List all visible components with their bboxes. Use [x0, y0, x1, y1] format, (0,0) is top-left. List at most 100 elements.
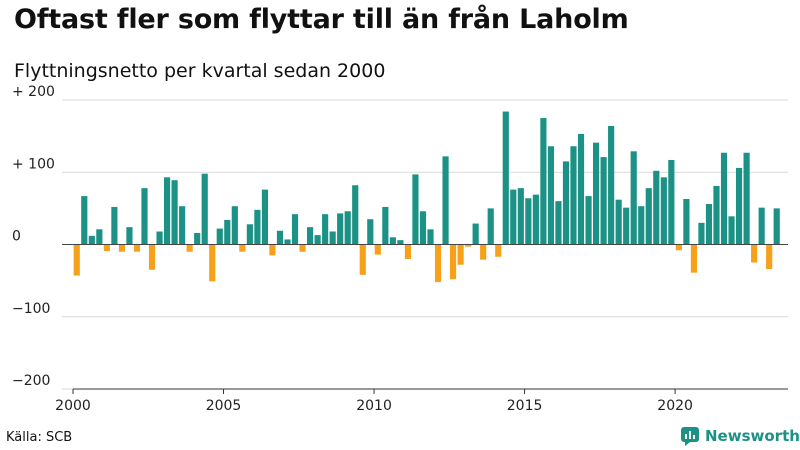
y-tick-label: 0 [12, 229, 21, 245]
bar-2007-q1 [284, 239, 291, 245]
y-tick-label: + 100 [12, 156, 55, 172]
bar-2021-q4 [728, 216, 735, 245]
bar-2006-q2 [261, 189, 269, 245]
bar-2004-q1 [194, 232, 201, 245]
y-axis-tick-labels: + 200 + 100 0 −100 −200 [12, 84, 55, 389]
chart-subtitle: Flyttningsnetto per kvartal sedan 2000 [14, 60, 386, 82]
bar-2020-q1 [675, 244, 682, 251]
bar-2022-q3 [751, 244, 758, 263]
bar-2021-q2 [713, 185, 720, 245]
bar-2023-q2 [773, 208, 780, 245]
bar-2010-q3 [389, 237, 396, 245]
bar-2016-q1 [555, 201, 562, 245]
bar-2022-q4 [758, 207, 765, 245]
logo-text: Newsworthy [705, 427, 800, 445]
bar-2010-q2 [382, 206, 389, 245]
bar-2014-q2 [502, 111, 509, 245]
bar-2014-q3 [510, 189, 517, 245]
bar-2004-q3 [209, 244, 216, 282]
bar-2013-q2 [472, 223, 479, 245]
bar-2021-q1 [705, 204, 713, 245]
bar-2011-q1 [404, 244, 412, 259]
bar-2015-q2 [532, 194, 539, 245]
bar-2018-q2 [623, 207, 630, 245]
bar-2023-q1 [766, 244, 773, 270]
bar-2008-q2 [322, 214, 329, 245]
bar-2003-q2 [171, 180, 178, 245]
bar-2020-q3 [690, 244, 698, 273]
x-tick-label: 2000 [55, 398, 91, 414]
bar-2006-q3 [269, 244, 276, 256]
bar-2009-q2 [352, 185, 359, 245]
bar-2004-q2 [201, 173, 208, 245]
bar-2000-q1 [73, 244, 80, 276]
bar-2002-q1 [133, 244, 141, 252]
y-tick-label: −100 [12, 301, 50, 317]
bar-2005-q1 [224, 219, 231, 245]
bar-2003-q4 [186, 244, 193, 252]
bar-2018-q3 [630, 151, 637, 245]
bar-2001-q2 [111, 206, 118, 245]
bar-2002-q3 [148, 244, 156, 270]
bar-2015-q4 [547, 146, 555, 245]
bar-2018-q1 [615, 199, 622, 245]
bar-2004-q4 [216, 228, 223, 245]
bar-2016-q3 [570, 146, 577, 245]
bar-2013-q3 [480, 244, 487, 260]
bar-2019-q1 [645, 188, 652, 245]
bar-2013-q4 [487, 208, 494, 245]
bar-2003-q1 [163, 177, 171, 245]
x-tick-label: 2015 [507, 398, 543, 414]
bar-2000-q2 [81, 196, 88, 245]
bar-2018-q4 [638, 206, 645, 245]
bar-2012-q3 [449, 244, 457, 280]
newsworthy-logo: Newsworthy [680, 426, 800, 446]
bar-2008-q3 [329, 231, 336, 245]
bar-2008-q4 [337, 213, 344, 245]
bar-2017-q1 [585, 196, 592, 245]
bar-2007-q2 [291, 214, 299, 245]
bar-2000-q4 [96, 229, 103, 245]
newsworthy-logo-icon [681, 427, 699, 446]
bar-2012-q1 [434, 244, 442, 283]
bar-2012-q2 [442, 156, 449, 245]
bar-2002-q2 [141, 188, 148, 245]
x-tick-label: 2010 [356, 398, 392, 414]
bars [73, 111, 780, 283]
y-tick-label: −200 [12, 373, 50, 389]
bar-2017-q2 [592, 142, 600, 245]
bar-2011-q2 [412, 174, 419, 245]
x-tick-label: 2005 [206, 398, 242, 414]
bar-2019-q2 [653, 170, 660, 245]
bar-2001-q1 [103, 244, 110, 251]
bar-2011-q4 [427, 229, 434, 245]
bar-2007-q4 [306, 227, 314, 245]
bar-2022-q1 [735, 167, 743, 245]
bar-2022-q2 [743, 152, 750, 245]
bar-2009-q3 [359, 244, 366, 275]
bar-2000-q3 [88, 235, 95, 245]
bar-2005-q4 [246, 224, 253, 245]
bar-2009-q4 [367, 219, 374, 245]
bar-2011-q3 [419, 211, 427, 245]
bar-2019-q3 [660, 177, 667, 245]
bar-2006-q1 [254, 209, 261, 245]
bar-2021-q3 [720, 152, 728, 245]
bar-2016-q4 [577, 133, 585, 245]
bar-2003-q3 [179, 206, 186, 245]
bar-2006-q4 [276, 230, 284, 245]
bar-2013-q1 [465, 244, 472, 247]
bar-2019-q4 [668, 159, 675, 245]
chart-title: Oftast fler som flyttar till än från Lah… [14, 4, 629, 35]
bar-2009-q1 [344, 211, 351, 245]
bar-2020-q4 [698, 222, 705, 245]
bar-2020-q2 [683, 198, 690, 245]
bar-2005-q2 [231, 206, 238, 245]
bar-2008-q1 [314, 235, 321, 245]
bar-2017-q3 [600, 157, 607, 245]
bar-2010-q4 [397, 240, 404, 245]
bar-2012-q4 [457, 244, 464, 265]
bar-2014-q4 [517, 188, 524, 245]
x-tick-label: 2020 [657, 398, 693, 414]
bar-2002-q4 [156, 231, 163, 245]
